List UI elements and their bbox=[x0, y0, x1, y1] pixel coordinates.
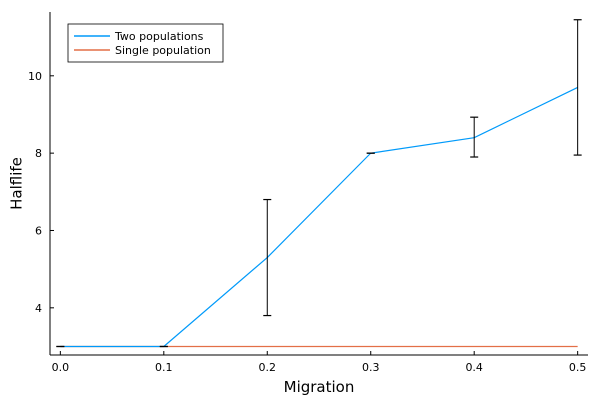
x-tick-label: 0.0 bbox=[52, 361, 70, 374]
x-tick-label: 0.1 bbox=[155, 361, 173, 374]
y-tick-label: 10 bbox=[28, 70, 42, 83]
x-tick-label: 0.4 bbox=[465, 361, 483, 374]
error-bar bbox=[470, 116, 479, 158]
error-bar bbox=[573, 19, 582, 156]
y-axis-label: Halflife bbox=[7, 157, 25, 210]
series-line-0 bbox=[60, 86, 578, 348]
y-tick-label: 4 bbox=[35, 302, 42, 315]
y-tick-label: 8 bbox=[35, 147, 42, 160]
legend-entry: Two populations bbox=[114, 30, 204, 43]
x-tick-label: 0.5 bbox=[569, 361, 587, 374]
y-tick-label: 6 bbox=[35, 224, 42, 237]
errorbar-layer bbox=[56, 19, 582, 348]
legend-box bbox=[67, 23, 224, 63]
x-tick-label: 0.2 bbox=[259, 361, 277, 374]
x-axis-label: Migration bbox=[284, 378, 355, 396]
axis-layer: 0.0 0.1 0.2 0.3 0.4 0.5 4 6 8 10 bbox=[28, 12, 588, 374]
series-layer bbox=[60, 86, 578, 348]
error-bar bbox=[263, 198, 272, 317]
x-tick-label: 0.3 bbox=[362, 361, 380, 374]
legend-entry: Single population bbox=[115, 44, 211, 57]
